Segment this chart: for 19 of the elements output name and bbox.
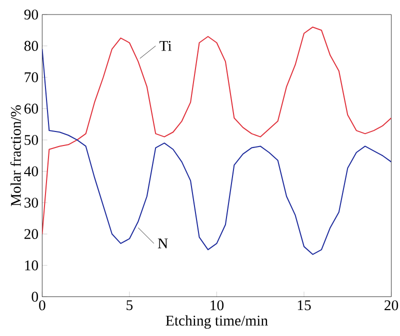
y-tick-label: 50	[24, 134, 38, 145]
x-tick-label: 0	[39, 300, 46, 310]
y-tick-label: 70	[24, 72, 38, 82]
series-label: N	[158, 238, 168, 248]
y-tick-label: 60	[24, 104, 38, 114]
y-tick-label: 30	[24, 198, 38, 208]
x-tick-label: 20	[384, 300, 398, 310]
x-tick-label: 5	[126, 300, 133, 310]
y-tick-label: 40	[24, 166, 38, 176]
x-tick-label: 10	[210, 300, 224, 310]
y-tick-label: 80	[24, 40, 38, 51]
x-tick-label: 15	[298, 300, 311, 310]
y-tick-label: 90	[24, 10, 38, 20]
series-label: Ti	[160, 41, 172, 51]
y-tick-label: 20	[24, 229, 38, 239]
y-tick-label: 10	[25, 260, 38, 270]
x-axis-title: Etching time/min	[166, 315, 268, 329]
y-axis-title: Molar fraction/%	[10, 105, 21, 206]
y-tick-label: 0	[32, 292, 38, 302]
